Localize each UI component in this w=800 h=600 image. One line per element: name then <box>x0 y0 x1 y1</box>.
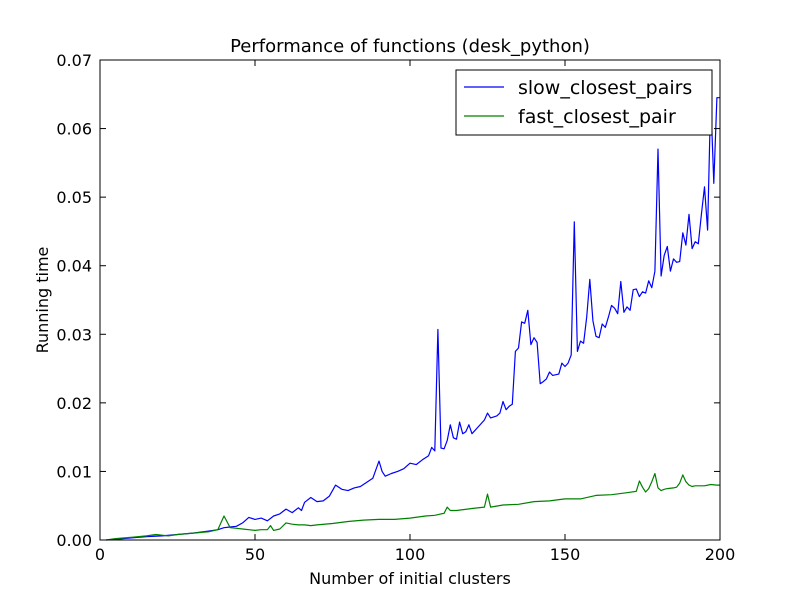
y-axis-label: Running time <box>33 247 52 354</box>
legend-label-slow-closest-pairs: slow_closest_pairs <box>518 77 692 99</box>
y-tick-label: 0.06 <box>56 120 92 139</box>
x-tick-label: 150 <box>550 545 581 564</box>
x-tick-label: 200 <box>705 545 736 564</box>
y-tick-label: 0.04 <box>56 257 92 276</box>
x-tick-label: 0 <box>95 545 105 564</box>
series-line-fast-closest-pair <box>106 472 720 541</box>
x-tick-label: 50 <box>245 545 265 564</box>
y-tick-label: 0.05 <box>56 188 92 207</box>
legend-label-fast-closest-pair: fast_closest_pair <box>518 106 676 128</box>
legend-box <box>455 69 713 136</box>
chart-title: Performance of functions (desk_python) <box>230 36 590 57</box>
legend: slow_closest_pairs fast_closest_pair <box>455 69 713 136</box>
series-layer <box>106 97 720 541</box>
x-axis-label: Number of initial clusters <box>309 569 511 588</box>
ticks-layer: 0 50 100 150 200 0.00 0.01 0.02 0.03 0.04 0.05 0.06… <box>56 51 735 564</box>
y-tick-label: 0.07 <box>56 51 92 70</box>
y-tick-label: 0.02 <box>56 394 92 413</box>
y-tick-label: 0.01 <box>56 462 92 481</box>
series-line-slow-closest-pairs <box>106 97 720 541</box>
y-tick-label: 0.00 <box>56 531 92 550</box>
x-tick-label: 100 <box>395 545 426 564</box>
y-tick-label: 0.03 <box>56 325 92 344</box>
